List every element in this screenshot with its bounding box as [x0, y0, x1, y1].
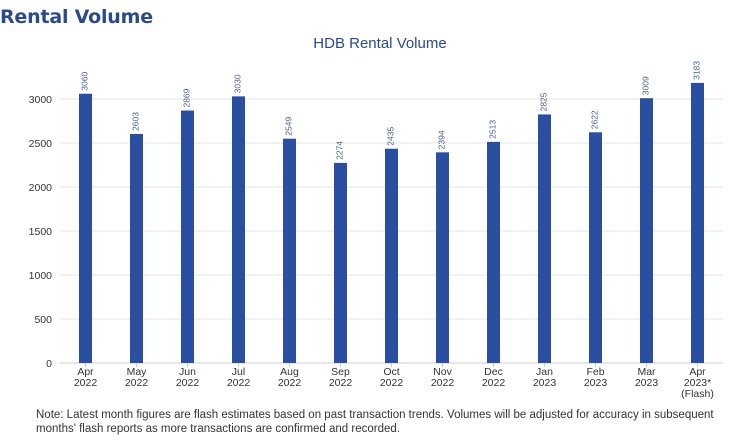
- bar: [691, 82, 704, 364]
- data-label: 2622: [590, 110, 600, 129]
- data-label: 2603: [131, 112, 141, 131]
- x-tick-label: Apr: [689, 366, 706, 378]
- x-tick-label: Feb: [586, 366, 604, 378]
- x-tick-label: 2022: [431, 377, 455, 389]
- data-label: 2274: [335, 141, 345, 160]
- rental-volume-chart: HDB Rental Volume 0 500 1000 1500 2000 2500 30…: [29, 35, 723, 400]
- x-axis-ticks: Apr2022May2022Jun2022Jul2022Aug2022Sep20…: [74, 363, 714, 400]
- data-label: 2513: [488, 120, 498, 139]
- bar: [334, 162, 347, 363]
- bar: [181, 110, 194, 363]
- bar: [130, 133, 143, 363]
- bar: [385, 148, 398, 363]
- y-axis-ticks: 0 500 1000 1500 2000 2500 3000: [29, 94, 53, 370]
- data-labels: 3060 2603 2869 3030 2549 2274 2435 2394 2513 2825…: [80, 61, 702, 160]
- x-tick-label: 2022: [278, 377, 302, 389]
- chart-title: HDB Rental Volume: [313, 35, 446, 52]
- x-tick-label: 2022: [176, 377, 200, 389]
- bar: [436, 152, 449, 363]
- x-tick-label: 2022: [125, 377, 149, 389]
- x-tick-label: 2022: [74, 377, 98, 389]
- x-tick-label: Aug: [280, 366, 299, 378]
- bar: [487, 141, 500, 363]
- x-tick-label: 2023: [533, 377, 557, 389]
- x-tick-label: 2022: [227, 377, 251, 389]
- x-tick-label: 2022: [380, 377, 404, 389]
- y-tick-label: 2500: [29, 138, 53, 150]
- bar: [79, 93, 92, 363]
- x-tick-label: Nov: [433, 366, 452, 378]
- data-label: 3009: [641, 76, 651, 95]
- x-tick-label: May: [127, 366, 148, 378]
- page-heading: Rental Volume: [0, 6, 153, 28]
- data-label: 3183: [692, 61, 702, 80]
- data-label: 2549: [284, 117, 294, 136]
- y-tick-label: 0: [46, 358, 52, 370]
- bar: [232, 96, 245, 364]
- data-label: 3030: [233, 74, 243, 93]
- x-tick-label: Jul: [232, 366, 245, 378]
- y-tick-label: 2000: [29, 182, 53, 194]
- y-tick-label: 1500: [29, 226, 53, 238]
- bar: [283, 138, 296, 363]
- x-tick-label: Oct: [383, 366, 399, 378]
- bar: [640, 98, 653, 363]
- data-label: 2435: [386, 127, 396, 146]
- x-tick-label: 2022: [482, 377, 506, 389]
- x-tick-label: 2023: [635, 377, 659, 389]
- x-tick-label: 2023: [584, 377, 608, 389]
- bar: [589, 132, 602, 363]
- data-label: 2869: [182, 88, 192, 107]
- bar: [538, 114, 551, 364]
- x-tick-label: Apr: [77, 366, 94, 378]
- data-label: 2825: [539, 92, 549, 111]
- x-tick-label: (Flash): [681, 388, 714, 400]
- data-label: 3060: [80, 72, 90, 91]
- y-tick-label: 3000: [29, 94, 53, 106]
- x-tick-label: Jan: [536, 366, 553, 378]
- x-tick-label: 2022: [329, 377, 353, 389]
- x-tick-label: Mar: [637, 366, 656, 378]
- x-tick-label: 2023*: [684, 377, 711, 389]
- footnote: Note: Latest month figures are flash est…: [36, 409, 714, 435]
- data-label: 2394: [437, 130, 447, 149]
- x-tick-label: Dec: [484, 366, 503, 378]
- x-tick-label: Jun: [179, 366, 196, 378]
- y-tick-label: 1000: [29, 270, 53, 282]
- x-tick-label: Sep: [331, 366, 350, 378]
- bars: [79, 82, 704, 364]
- y-tick-label: 500: [34, 314, 52, 326]
